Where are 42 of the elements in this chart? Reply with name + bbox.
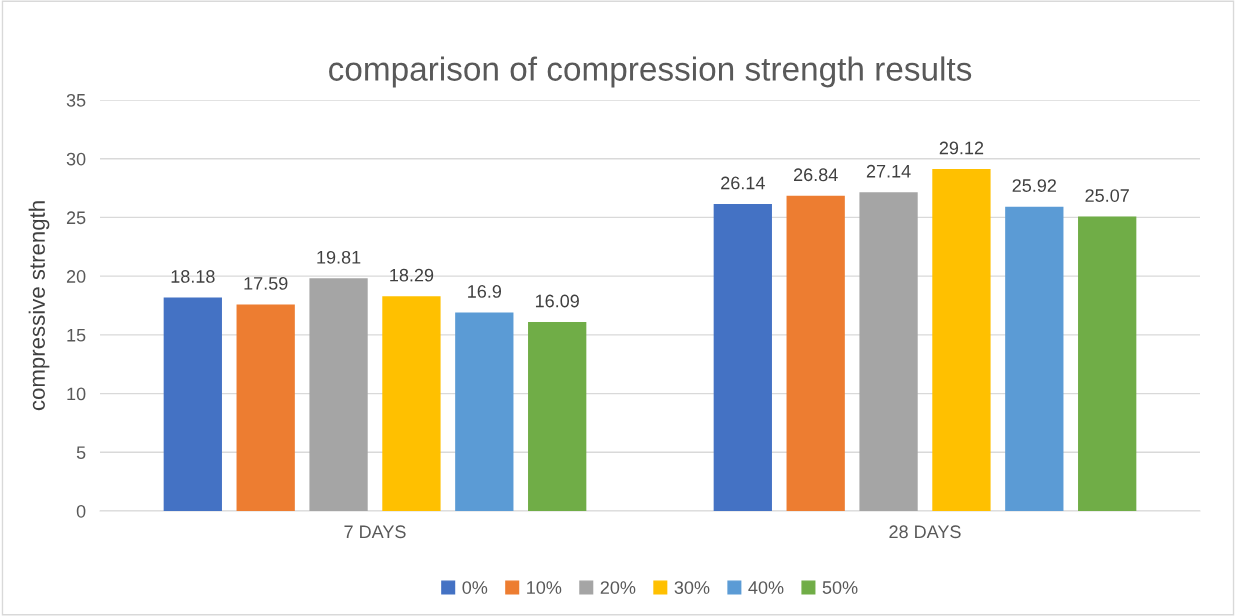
data-label: 17.59 xyxy=(244,276,288,290)
bar xyxy=(713,204,772,511)
y-tick-label: 5 xyxy=(76,446,86,460)
bar xyxy=(859,192,918,511)
y-tick-label: 15 xyxy=(67,328,86,342)
data-label: 26.14 xyxy=(721,176,765,190)
x-tick-label: 7 DAYS xyxy=(344,525,406,539)
data-label: 16.9 xyxy=(468,285,502,298)
data-label: 18.29 xyxy=(390,268,434,282)
bar xyxy=(932,169,991,511)
bar xyxy=(528,322,587,511)
data-label: 25.07 xyxy=(1085,189,1129,202)
bar xyxy=(309,278,368,511)
data-label: 16.09 xyxy=(535,294,579,308)
data-label: 19.81 xyxy=(317,250,361,264)
bar xyxy=(1078,216,1137,511)
data-label: 27.14 xyxy=(866,164,911,178)
data-label: 25.92 xyxy=(1012,179,1056,192)
bar xyxy=(163,297,222,511)
legend-label: 30% xyxy=(674,581,710,594)
y-tick-label: 30 xyxy=(66,152,86,166)
data-label: 29.12 xyxy=(939,141,984,155)
y-tick-label: 10 xyxy=(67,387,86,401)
legend-label: 20% xyxy=(600,581,636,594)
bar xyxy=(1005,206,1064,511)
legend-label: 0% xyxy=(462,581,488,594)
data-label: 18.18 xyxy=(171,270,215,283)
y-tick-label: 20 xyxy=(66,270,86,283)
chart-title: comparison of compression strength results xyxy=(329,56,972,88)
bar xyxy=(382,296,441,511)
legend-label: 40% xyxy=(748,581,784,594)
bar xyxy=(455,312,514,511)
legend-label: 50% xyxy=(822,581,858,594)
x-tick-label: 28 DAYS xyxy=(889,525,961,539)
bar xyxy=(236,304,295,511)
legend-label: 10% xyxy=(527,581,562,594)
y-tick-label: 0 xyxy=(76,504,86,518)
y-axis-title: compressive strength xyxy=(28,201,50,411)
y-tick-label: 35 xyxy=(66,93,86,107)
bar xyxy=(786,195,845,511)
data-label: 26.84 xyxy=(794,168,838,182)
y-tick-label: 25 xyxy=(66,211,86,225)
